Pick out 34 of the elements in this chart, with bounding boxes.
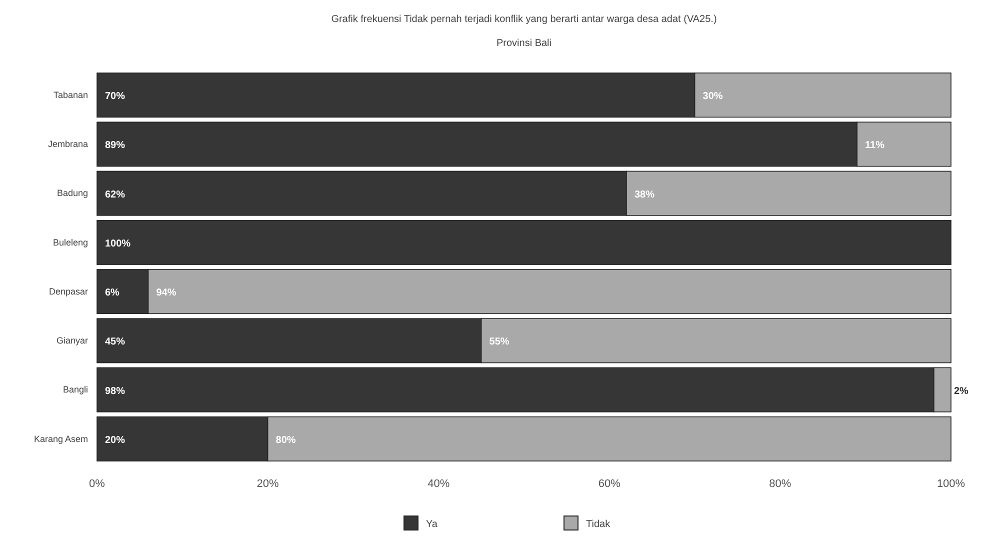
y-tick-label: Badung (56, 188, 88, 198)
y-tick-label: Bangli (62, 384, 88, 395)
legend-label: Ya (426, 519, 438, 530)
data-label: 89% (105, 140, 126, 152)
data-label: 38% (634, 189, 655, 200)
data-label: 98% (105, 386, 126, 397)
legend-label: Tidak (586, 519, 612, 530)
data-label: 94% (156, 288, 176, 299)
y-tick-label: Jembrana (48, 139, 88, 150)
data-label: 6% (105, 288, 120, 299)
y-tick-label: Tabanan (53, 90, 88, 100)
y-tick-label: Denpasar (48, 286, 88, 296)
data-label: 2% (954, 386, 969, 397)
bar (96, 220, 952, 265)
data-label: 55% (489, 336, 510, 348)
data-label: 100% (105, 238, 131, 250)
chart-title: Grafik frekuensi Tidak pernah terjadi konflik yang berarti antar warga desa adat (VA25.) (331, 14, 717, 25)
chart-subtitle: Provinsi Bali (496, 38, 552, 49)
data-label: 20% (105, 434, 126, 446)
x-tick-label: 60% (598, 478, 621, 490)
x-tick-label: 20% (256, 478, 280, 490)
x-tick-label: 40% (428, 478, 450, 490)
y-tick-label: Gianyar (56, 336, 88, 346)
data-label: 45% (105, 336, 126, 348)
x-tick-label: 80% (769, 478, 792, 490)
data-label: 62% (105, 189, 126, 200)
y-tick-label: Karang Asem (34, 434, 88, 444)
data-label: 11% (865, 140, 885, 152)
x-tick-label: 0% (89, 478, 106, 490)
data-label: 30% (702, 91, 723, 102)
x-tick-label: 100% (936, 478, 966, 490)
data-label: 70% (105, 91, 126, 102)
y-tick-label: Buleleng (52, 237, 88, 248)
data-label: 80% (276, 434, 296, 446)
